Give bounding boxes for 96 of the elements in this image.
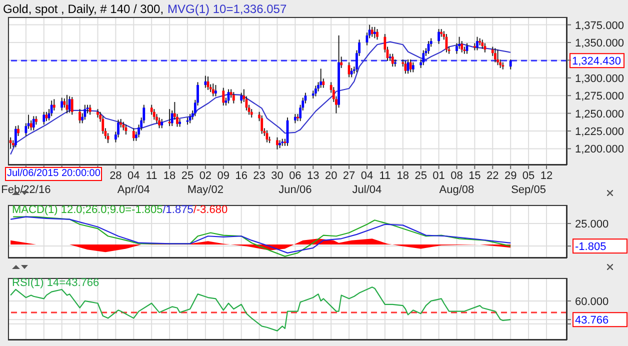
x-tick-label: 11 (146, 170, 158, 182)
candlestick (88, 104, 92, 116)
y-tick-label: -1.805 (575, 241, 606, 254)
chart-title: Gold, spot , Daily, # 140 / 300, (3, 2, 164, 16)
series-label: RSI(1) 14=43.766 (12, 277, 100, 289)
candlestick (481, 39, 484, 50)
y-tick-label: 60.000 (575, 296, 609, 308)
candlestick (14, 126, 17, 148)
x-tick-label: 25 (414, 170, 427, 182)
x-tick-label: 06 (289, 170, 302, 182)
candlestick (484, 42, 486, 53)
x-tick-label: 01 (432, 170, 445, 182)
x-tick-label: 27 (342, 170, 356, 182)
x-tick-label: 29 (504, 170, 517, 182)
y-tick-label: 1,200.000 (575, 144, 624, 156)
candlestick (314, 85, 317, 97)
candlestick (84, 104, 86, 120)
x-tick-label: 04 (360, 170, 374, 182)
candlestick (240, 92, 243, 104)
x-tick-label: 18 (396, 170, 410, 182)
candlestick (509, 58, 512, 70)
candlestick (9, 136, 12, 150)
candlestick (78, 108, 81, 124)
x-tick-label: 25 (181, 170, 194, 182)
x-tick-label: 08 (450, 170, 463, 182)
y-tick-label: 1,375.000 (575, 20, 624, 32)
candlestick (260, 114, 264, 134)
x-tick-label: 09 (217, 170, 230, 182)
candlestick (188, 114, 192, 124)
x2-tick-label: May/02 (187, 184, 224, 196)
x2-tick-label: Sep/05 (511, 184, 546, 196)
y-tick-label: 1,350.000 (575, 37, 624, 50)
text: /-3.680 (193, 204, 228, 216)
candlestick (294, 114, 296, 124)
x2-tick-label: Jul/04 (352, 184, 382, 196)
candlestick (476, 36, 478, 51)
candlestick (17, 124, 20, 136)
candlestick (132, 128, 135, 142)
x-tick-label: 30 (271, 170, 284, 182)
candlestick (212, 83, 214, 97)
candlestick (422, 50, 425, 66)
x-tick-label: 11 (379, 170, 391, 182)
x2-tick-label: Apr/04 (117, 184, 150, 196)
line-series (10, 41, 512, 155)
candlestick (276, 136, 278, 150)
candlestick (158, 117, 160, 129)
candlestick (232, 92, 235, 104)
candlestick (214, 84, 217, 97)
ref-line-label: 1,324.430 (572, 56, 621, 68)
y-tick-label: 25.000 (575, 218, 609, 231)
x-tick-label: 23 (253, 170, 266, 182)
x-tick-label: 02 (199, 170, 212, 182)
text: Jul/06/2015 20:00:00 (5, 167, 102, 181)
candlestick (222, 87, 225, 106)
candlestick (409, 58, 412, 73)
x-tick-label: 22 (486, 170, 499, 182)
candlestick (204, 75, 207, 88)
text: MVG(1) 10=1,336.057 (168, 2, 287, 16)
y-tick-label: 43.766 (575, 314, 609, 327)
candlestick (376, 28, 378, 40)
candlestick (60, 97, 64, 111)
x-tick-label: 12 (540, 170, 553, 182)
y-tick-label: 1,250.000 (575, 108, 624, 120)
line-series (10, 286, 512, 332)
series-label: MACD(1) 12.0;26.0;9.0=-1.805 (12, 204, 163, 216)
candlestick (391, 53, 394, 68)
x-tick-label: 04 (128, 170, 140, 182)
candlestick (438, 28, 440, 44)
candlestick (70, 96, 74, 116)
x-tick-label: 18 (163, 170, 176, 182)
candlestick (42, 111, 46, 126)
x2-tick-label: Aug/08 (439, 184, 474, 196)
y-tick-label: 1,275.000 (575, 90, 624, 103)
x-tick-label: 28 (110, 170, 122, 182)
x-tick-label: 20 (324, 170, 338, 182)
candlestick (412, 62, 414, 73)
candlestick (45, 111, 48, 122)
candlestick (32, 116, 35, 131)
x2-tick-label: Jun/06 (278, 184, 312, 196)
y-tick-label: 1,225.000 (575, 126, 624, 138)
candlestick (150, 104, 153, 116)
candlestick (50, 100, 53, 117)
candlestick (373, 26, 376, 39)
x-tick-label: 13 (307, 170, 320, 182)
x-tick-label: 05 (522, 170, 535, 182)
candlestick (460, 40, 464, 53)
candlestick (370, 26, 374, 38)
x-tick-label: 16 (235, 170, 248, 182)
y-tick-label: 1,300.000 (575, 72, 624, 85)
candlestick (496, 49, 499, 66)
text: /1.875 (162, 204, 194, 216)
candlestick (152, 108, 156, 120)
candlestick (320, 68, 322, 88)
x-tick-label: 15 (468, 170, 481, 182)
candlestick (494, 48, 496, 63)
candlestick (160, 118, 164, 129)
